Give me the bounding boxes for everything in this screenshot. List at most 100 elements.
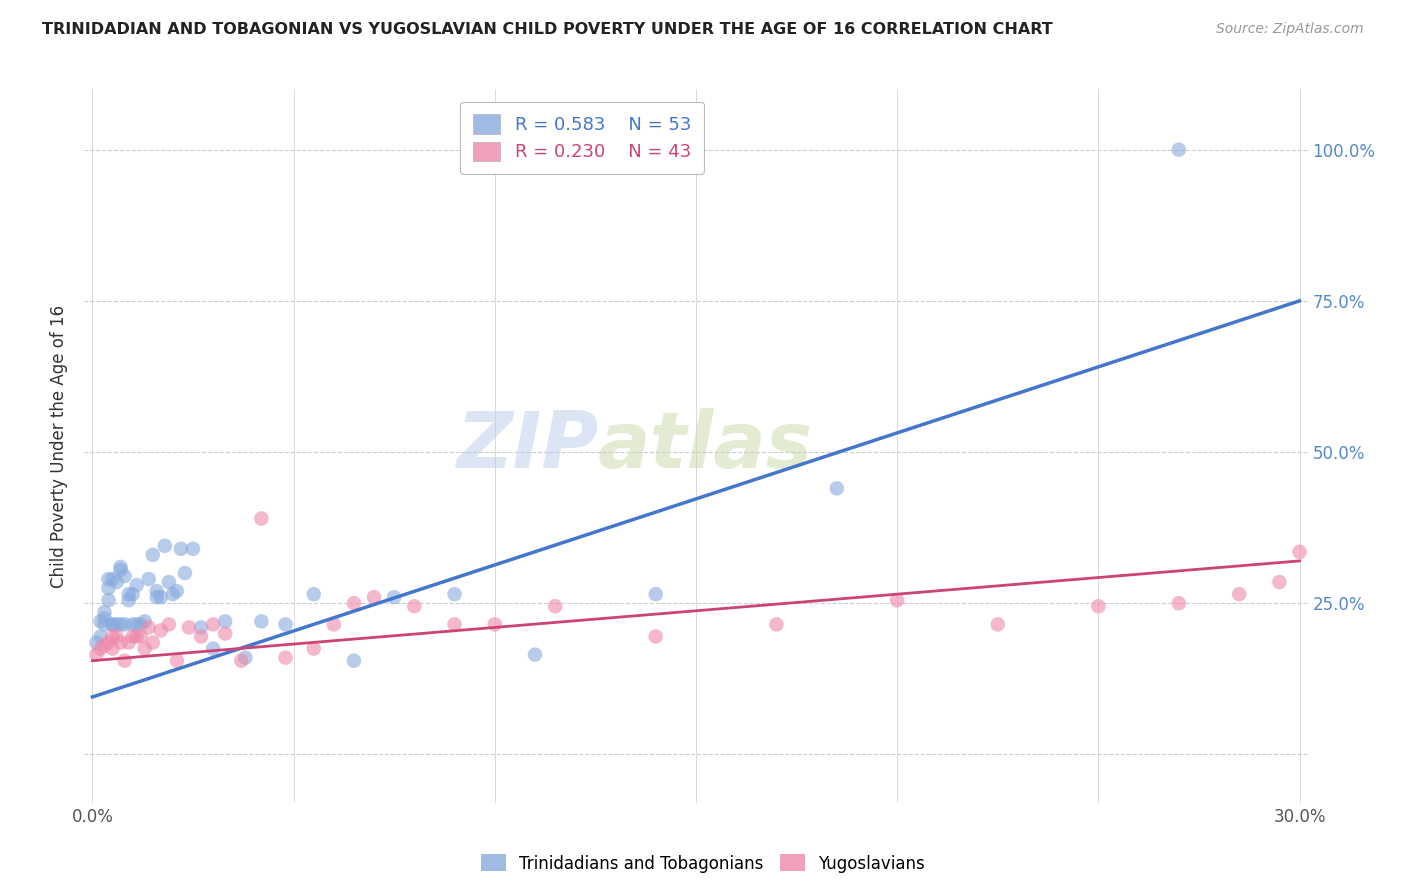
Point [110, 563, 132, 577]
Point [343, 654, 366, 668]
Point [86, 648, 108, 662]
Point [93, 639, 115, 653]
Point [121, 587, 143, 601]
Point [138, 572, 160, 586]
Point [101, 641, 124, 656]
Point [484, 617, 506, 632]
Point [134, 615, 156, 629]
Point [117, 587, 139, 601]
Point [101, 630, 124, 644]
Point [125, 630, 148, 644]
Point [114, 654, 136, 668]
Point [250, 615, 273, 629]
Point [302, 587, 325, 601]
Point [105, 575, 128, 590]
Point [89, 615, 111, 629]
Point [644, 587, 666, 601]
Point [89, 641, 111, 656]
Point [125, 578, 148, 592]
Point [404, 599, 426, 614]
Point [93, 605, 115, 619]
Point [443, 587, 465, 601]
Point [214, 615, 236, 629]
Point [886, 593, 908, 607]
Point [89, 630, 111, 644]
Point [121, 617, 143, 632]
Text: atlas: atlas [598, 408, 813, 484]
Point [110, 617, 132, 632]
Point [190, 630, 212, 644]
Point [114, 617, 136, 632]
Point [1268, 575, 1291, 590]
Point [214, 626, 236, 640]
Point [101, 617, 124, 632]
Point [644, 630, 666, 644]
Point [129, 630, 152, 644]
Point [1167, 596, 1189, 610]
Point [134, 641, 156, 656]
Legend: Trinidadians and Tobagonians, Yugoslavians: Trinidadians and Tobagonians, Yugoslavia… [474, 847, 932, 880]
Point [274, 617, 297, 632]
Point [117, 593, 139, 607]
Point [524, 648, 547, 662]
Point [302, 641, 325, 656]
Point [121, 630, 143, 644]
Point [97, 593, 120, 607]
Point [181, 541, 204, 556]
Legend: R = 0.583    N = 53, R = 0.230    N = 43: R = 0.583 N = 53, R = 0.230 N = 43 [460, 102, 703, 174]
Point [86, 635, 108, 649]
Point [274, 650, 297, 665]
Point [149, 624, 172, 638]
Point [190, 620, 212, 634]
Point [177, 620, 200, 634]
Point [765, 617, 787, 632]
Point [93, 617, 115, 632]
Point [97, 581, 120, 595]
Point [174, 566, 197, 580]
Point [105, 630, 128, 644]
Point [101, 572, 124, 586]
Point [166, 654, 188, 668]
Point [97, 635, 120, 649]
Point [322, 617, 344, 632]
Point [443, 617, 465, 632]
Point [170, 541, 193, 556]
Point [987, 617, 1010, 632]
Point [125, 617, 148, 632]
Text: Source: ZipAtlas.com: Source: ZipAtlas.com [1216, 22, 1364, 37]
Point [101, 617, 124, 632]
Point [105, 617, 128, 632]
Point [146, 590, 169, 604]
Point [138, 620, 160, 634]
Point [114, 569, 136, 583]
Point [202, 617, 225, 632]
Point [153, 539, 176, 553]
Y-axis label: Child Poverty Under the Age of 16: Child Poverty Under the Age of 16 [51, 304, 69, 588]
Point [250, 511, 273, 525]
Point [149, 590, 172, 604]
Point [157, 575, 180, 590]
Point [544, 599, 567, 614]
Point [142, 548, 165, 562]
Point [233, 650, 256, 665]
Point [363, 590, 385, 604]
Point [162, 587, 184, 601]
Point [110, 635, 132, 649]
Point [142, 635, 165, 649]
Point [110, 560, 132, 574]
Point [117, 635, 139, 649]
Point [1227, 587, 1250, 601]
Point [129, 617, 152, 632]
Point [1087, 599, 1109, 614]
Text: TRINIDADIAN AND TOBAGONIAN VS YUGOSLAVIAN CHILD POVERTY UNDER THE AGE OF 16 CORR: TRINIDADIAN AND TOBAGONIAN VS YUGOSLAVIA… [42, 22, 1053, 37]
Point [825, 481, 848, 495]
Point [166, 584, 188, 599]
Point [1288, 545, 1310, 559]
Point [231, 654, 253, 668]
Point [202, 641, 225, 656]
Point [382, 590, 405, 604]
Point [1167, 143, 1189, 157]
Text: ZIP: ZIP [456, 408, 598, 484]
Point [343, 596, 366, 610]
Point [157, 617, 180, 632]
